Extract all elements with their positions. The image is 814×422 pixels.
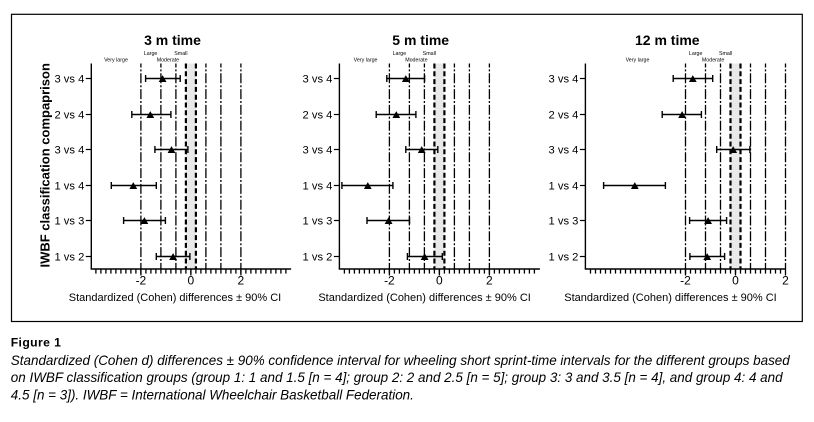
svg-text:Small: Small: [174, 51, 187, 57]
svg-text:Moderate: Moderate: [157, 58, 179, 64]
svg-text:Standardized (Cohen) differenc: Standardized (Cohen) differences ± 90% C…: [318, 292, 531, 304]
svg-text:Standardized (Cohen) differenc: Standardized (Cohen) differences ± 90% C…: [69, 292, 282, 304]
svg-text:1 vs 2: 1 vs 2: [54, 252, 84, 264]
svg-text:IWBF classification compapriso: IWBF classification compaprison: [37, 63, 52, 267]
svg-text:3 vs 4: 3 vs 4: [549, 145, 579, 157]
svg-text:2 vs 4: 2 vs 4: [54, 110, 84, 122]
svg-text:3 vs 4: 3 vs 4: [549, 74, 579, 86]
svg-text:1 vs 2: 1 vs 2: [549, 252, 579, 264]
svg-text:0: 0: [732, 274, 739, 288]
svg-text:3 vs 4: 3 vs 4: [54, 74, 84, 86]
svg-text:0: 0: [436, 274, 443, 288]
svg-text:-2: -2: [680, 274, 691, 288]
svg-text:Standardized (Cohen d) differe: Standardized (Cohen d) differences ± 90%…: [11, 353, 790, 368]
svg-text:1 vs 4: 1 vs 4: [54, 181, 84, 193]
svg-text:1 vs 3: 1 vs 3: [549, 216, 579, 228]
svg-text:on IWBF classification groups: on IWBF classification groups (group 1: …: [11, 370, 783, 385]
svg-text:1 vs 4: 1 vs 4: [303, 181, 333, 193]
svg-text:12 m time: 12 m time: [635, 32, 700, 48]
svg-text:Large: Large: [144, 51, 158, 57]
svg-text:2: 2: [238, 274, 245, 288]
svg-text:Small: Small: [423, 51, 436, 57]
svg-text:0: 0: [188, 274, 195, 288]
svg-text:3 vs 4: 3 vs 4: [303, 145, 333, 157]
svg-text:Standardized (Cohen) differenc: Standardized (Cohen) differences ± 90% C…: [564, 292, 777, 304]
svg-text:1 vs 2: 1 vs 2: [303, 252, 333, 264]
svg-text:1 vs 3: 1 vs 3: [303, 216, 333, 228]
svg-text:Large: Large: [689, 51, 703, 57]
svg-text:Figure 1: Figure 1: [11, 336, 62, 350]
svg-text:Very large: Very large: [354, 58, 378, 64]
svg-text:-2: -2: [136, 274, 147, 288]
svg-text:Small: Small: [719, 51, 732, 57]
svg-text:5 m time: 5 m time: [392, 32, 449, 48]
svg-text:1 vs 4: 1 vs 4: [549, 181, 579, 193]
svg-text:2 vs 4: 2 vs 4: [303, 110, 333, 122]
svg-text:1 vs 3: 1 vs 3: [54, 216, 84, 228]
svg-text:3 vs 4: 3 vs 4: [54, 145, 84, 157]
svg-text:2: 2: [782, 274, 789, 288]
svg-text:3 vs 4: 3 vs 4: [303, 74, 333, 86]
svg-text:-2: -2: [384, 274, 395, 288]
svg-text:Moderate: Moderate: [405, 58, 427, 64]
svg-text:3 m time: 3 m time: [144, 32, 201, 48]
svg-text:Moderate: Moderate: [702, 58, 724, 64]
svg-text:Large: Large: [393, 51, 407, 57]
svg-text:Very large: Very large: [104, 58, 128, 64]
svg-text:4.5 [n = 3]). IWBF = Internati: 4.5 [n = 3]). IWBF = International Wheel…: [11, 388, 414, 403]
svg-text:2: 2: [486, 274, 493, 288]
svg-text:Very large: Very large: [626, 58, 650, 64]
svg-text:2 vs 4: 2 vs 4: [549, 110, 579, 122]
